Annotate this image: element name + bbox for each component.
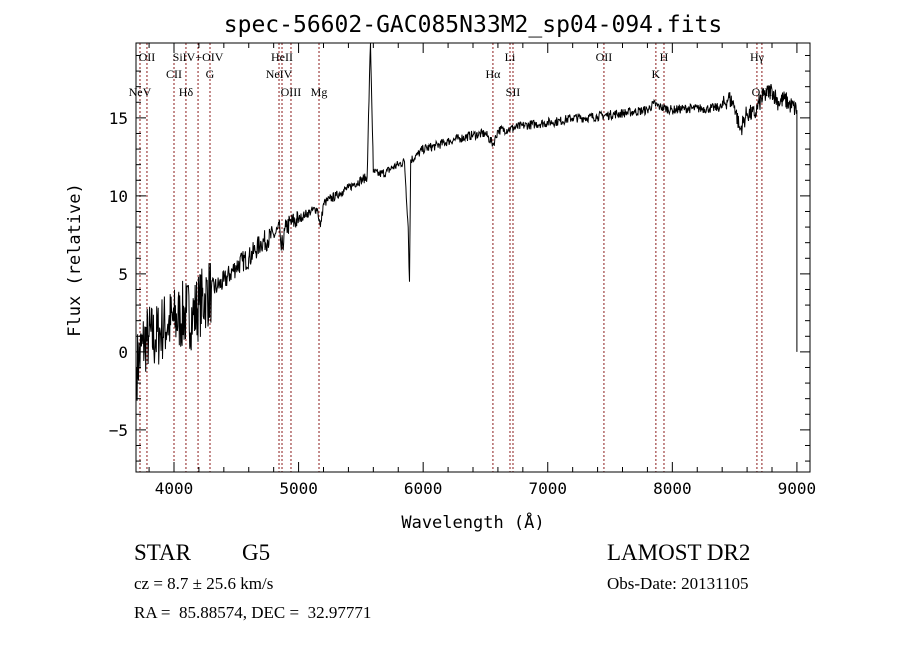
- x-tick-labels: 4000 5000 6000 7000 8000 9000: [155, 479, 816, 498]
- line-label: Mg: [311, 85, 328, 99]
- line-label: NeV: [129, 85, 152, 99]
- survey-name: LAMOST DR2: [607, 540, 751, 565]
- y-tick-label: 15: [109, 109, 128, 128]
- x-tick-label: 8000: [653, 479, 692, 498]
- y-tick-label: −5: [109, 421, 128, 440]
- x-tick-label: 6000: [404, 479, 443, 498]
- y-tick-label: 0: [118, 343, 128, 362]
- line-label: CII: [166, 67, 182, 81]
- coordinates: RA = 85.88574, DEC = 32.97771: [134, 603, 372, 622]
- object-class: STAR: [134, 540, 191, 565]
- line-label: SiIV+OIV: [173, 50, 224, 64]
- line-label: OII: [596, 50, 613, 64]
- chart-title: spec-56602-GAC085N33M2_sp04-094.fits: [224, 12, 723, 38]
- plot-frame: [135, 42, 811, 473]
- line-label: K: [652, 67, 661, 81]
- observation-date: Obs-Date: 20131105: [607, 574, 749, 593]
- x-tick-label: 4000: [155, 479, 194, 498]
- line-label: OII: [139, 50, 156, 64]
- line-label: Hγ: [750, 50, 765, 64]
- line-label: SII: [506, 85, 521, 99]
- x-tick-label: 9000: [778, 479, 817, 498]
- object-subclass: G5: [242, 540, 271, 565]
- spectral-line-markers: [139, 43, 763, 472]
- x-axis-label: Wavelength (Å): [401, 511, 544, 533]
- spectral-line-labels: NeV OII CII Hδ SiIV+OIV G NeIV HeII OIII Mg Hα Li SI…: [129, 50, 773, 99]
- line-label: OIII: [281, 85, 302, 99]
- line-label: Hδ: [179, 85, 194, 99]
- redshift-velocity: cz = 8.7 ± 25.6 km/s: [134, 574, 274, 593]
- y-tick-label: 5: [118, 265, 128, 284]
- line-label: NeIV: [266, 67, 293, 81]
- y-axis-label: Flux (relative): [65, 183, 85, 337]
- y-tick-labels: −5 0 5 10 15: [109, 109, 128, 440]
- x-tick-label: 7000: [528, 479, 567, 498]
- spectrum-series: [136, 42, 798, 401]
- line-label: Li: [505, 50, 516, 64]
- line-label: G: [206, 67, 215, 81]
- line-label: Hα: [485, 67, 501, 81]
- y-tick-label: 10: [109, 187, 128, 206]
- x-tick-label: 5000: [279, 479, 318, 498]
- spectrum-line: [136, 42, 798, 401]
- line-label: H: [660, 50, 669, 64]
- line-label: HeII: [271, 50, 293, 64]
- axis-ticks: [136, 43, 810, 472]
